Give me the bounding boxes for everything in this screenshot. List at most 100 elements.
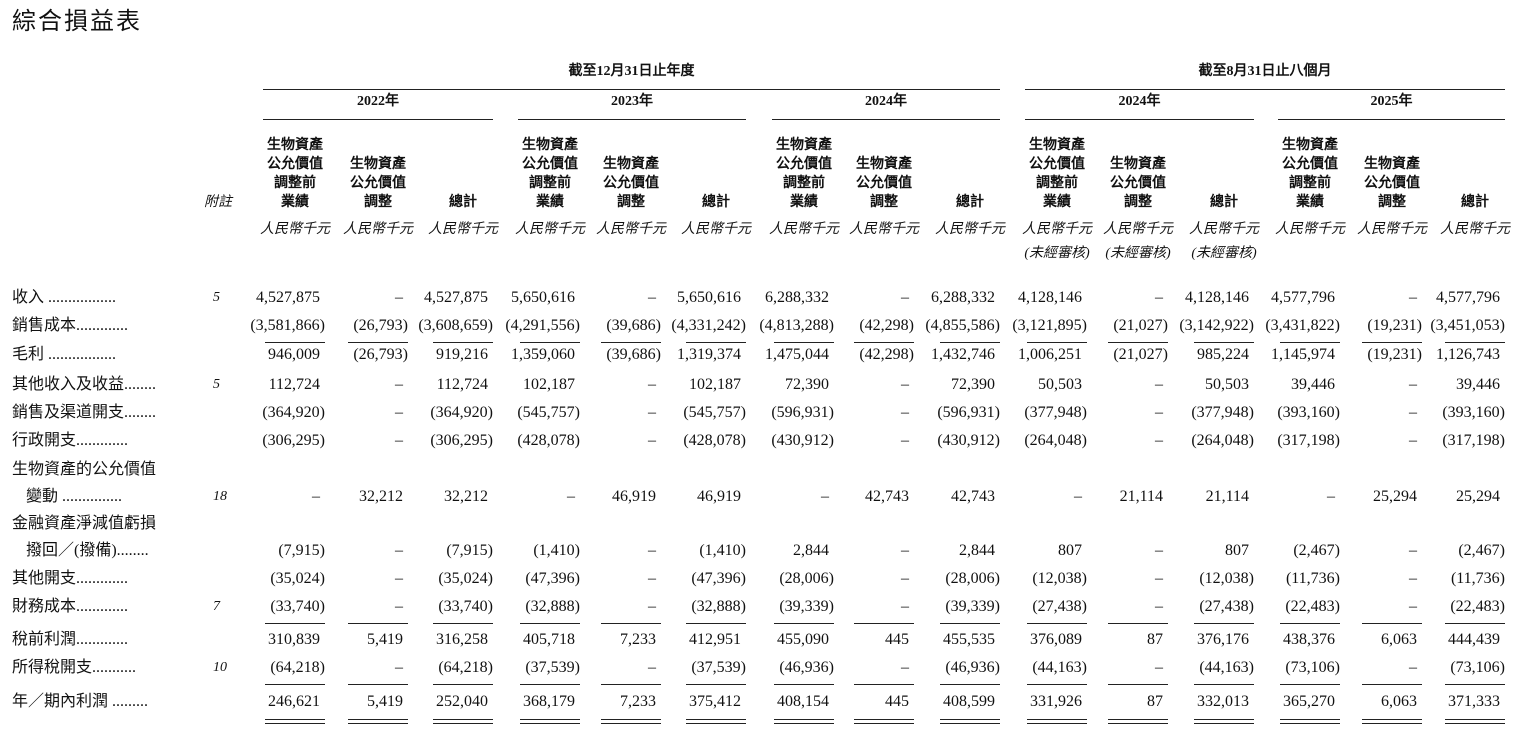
cell-value: 252,040 <box>436 693 488 710</box>
cell-value: 5,650,616 <box>511 289 575 306</box>
rule <box>433 719 493 720</box>
cell-value: 32,212 <box>444 488 488 505</box>
cell-value: 408,599 <box>943 693 995 710</box>
column-heading: 公允價值 <box>267 157 323 172</box>
cell-value: 87 <box>1147 693 1163 710</box>
cell-value: 1,145,974 <box>1271 346 1335 363</box>
cell-value: (430,912) <box>771 432 834 449</box>
rule <box>1108 342 1168 343</box>
cell-value: 32,212 <box>359 488 403 505</box>
rule <box>686 623 746 624</box>
cell-value: – <box>648 598 656 615</box>
cell-value: (42,298) <box>859 346 914 363</box>
cell-value: 21,114 <box>1205 488 1249 505</box>
cell-value: – <box>395 432 403 449</box>
cell-value: 332,013 <box>1197 693 1249 710</box>
cell-value: – <box>395 542 403 559</box>
cell-value: – <box>1409 376 1417 393</box>
cell-value: – <box>648 659 656 676</box>
cell-value: (28,006) <box>779 570 834 587</box>
cell-value: 376,089 <box>1030 631 1082 648</box>
cell-value: – <box>901 598 909 615</box>
cell-value: – <box>1409 289 1417 306</box>
cell-value: – <box>1155 432 1163 449</box>
column-heading: 生物資產 <box>1029 138 1085 153</box>
cell-value: (545,757) <box>683 404 746 421</box>
row-label: 財務成本............. <box>12 598 129 615</box>
rule <box>433 684 493 685</box>
rule <box>1445 719 1505 720</box>
cell-value: – <box>821 488 829 505</box>
rule <box>520 342 580 343</box>
column-heading: 公允價值 <box>603 176 659 191</box>
cell-value: (35,024) <box>270 570 325 587</box>
cell-value: (3,451,053) <box>1430 317 1505 334</box>
rule <box>1280 719 1340 720</box>
rule <box>1445 342 1505 343</box>
cell-value: 2,844 <box>793 542 829 559</box>
cell-value: (33,740) <box>270 598 325 615</box>
column-heading: 業績 <box>1043 195 1071 210</box>
rule <box>601 719 661 720</box>
column-heading: 總計 <box>702 195 730 210</box>
cell-value: – <box>901 570 909 587</box>
cell-value: (364,920) <box>430 404 493 421</box>
rule <box>265 623 325 624</box>
cell-value: (37,539) <box>691 659 746 676</box>
column-heading: 生物資產 <box>603 157 659 172</box>
cell-value: (364,920) <box>262 404 325 421</box>
column-heading: 調整 <box>364 195 392 210</box>
cell-value: (21,027) <box>1113 346 1168 363</box>
rule <box>520 684 580 685</box>
cell-value: – <box>648 376 656 393</box>
rule <box>1194 723 1254 724</box>
cell-value: (3,431,822) <box>1265 317 1340 334</box>
cell-value: (12,038) <box>1032 570 1087 587</box>
cell-value: – <box>1327 488 1335 505</box>
note: 10 <box>213 660 227 675</box>
row-label: 變動 ............... <box>26 488 123 505</box>
cell-value: (27,438) <box>1032 598 1087 615</box>
rule <box>1027 719 1087 720</box>
cell-value: (4,291,556) <box>505 317 580 334</box>
column-heading: 總計 <box>1461 195 1489 210</box>
row-label: 生物資產的公允價值 <box>12 461 157 478</box>
column-heading: 調整前 <box>274 176 316 191</box>
cell-value: – <box>1155 598 1163 615</box>
cell-value: 21,114 <box>1119 488 1163 505</box>
rule <box>940 684 1000 685</box>
cell-value: – <box>901 289 909 306</box>
cell-value: (596,931) <box>771 404 834 421</box>
rule <box>348 684 408 685</box>
cell-value: (73,106) <box>1450 659 1505 676</box>
note: 18 <box>213 489 227 504</box>
cell-value: (47,396) <box>525 570 580 587</box>
note: 7 <box>213 599 220 614</box>
cell-value: (39,686) <box>606 317 661 334</box>
cell-value: 6,063 <box>1381 631 1417 648</box>
cell-value: (39,339) <box>779 598 834 615</box>
column-heading: 總計 <box>449 195 477 210</box>
rule <box>854 623 914 624</box>
cell-value: (42,298) <box>859 317 914 334</box>
unit: (未經審核) <box>1024 246 1090 261</box>
cell-value: 375,412 <box>689 693 741 710</box>
cell-value: – <box>648 570 656 587</box>
rule <box>348 719 408 720</box>
cell-value: (22,483) <box>1450 598 1505 615</box>
cell-value: (377,948) <box>1024 404 1087 421</box>
cell-value: (32,888) <box>691 598 746 615</box>
rule <box>854 723 914 724</box>
column-heading: 調整 <box>870 195 898 210</box>
unit: 人民幣千元 <box>596 222 666 237</box>
cell-value: – <box>648 432 656 449</box>
column-heading: 調整前 <box>1289 176 1331 191</box>
unit: 人民幣千元 <box>1440 222 1510 237</box>
cell-value: 2,844 <box>959 542 995 559</box>
cell-value: (12,038) <box>1199 570 1254 587</box>
rule <box>854 719 914 720</box>
cell-value: 445 <box>885 693 909 710</box>
cell-value: 807 <box>1225 542 1249 559</box>
row-label: 行政開支............. <box>12 432 129 449</box>
cell-value: 365,270 <box>1283 693 1335 710</box>
